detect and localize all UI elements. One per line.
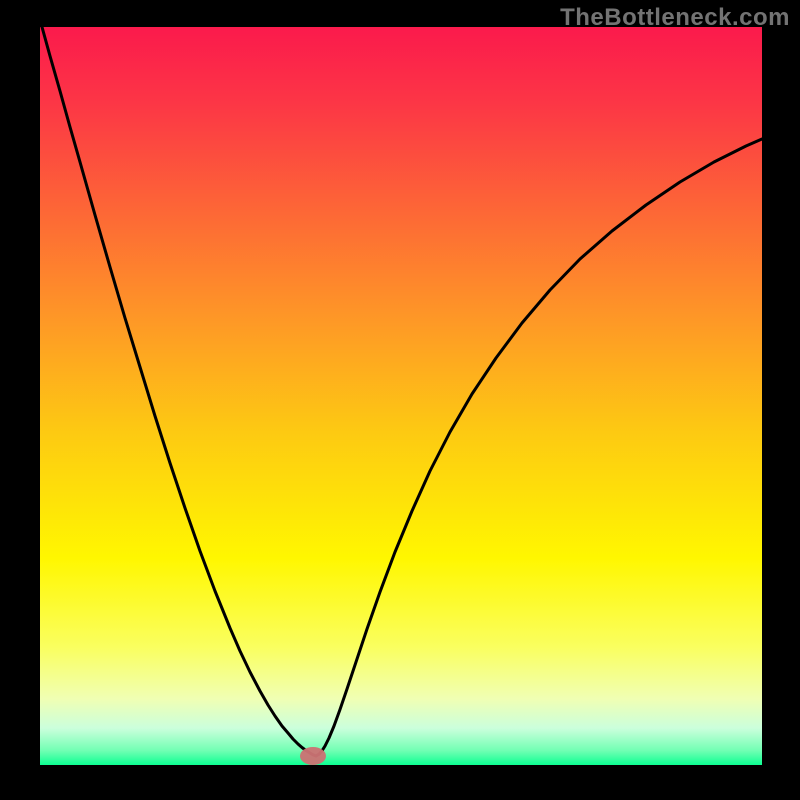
watermark-text: TheBottleneck.com	[560, 4, 790, 32]
plot-area	[40, 27, 762, 765]
chart-container: TheBottleneck.com	[0, 0, 800, 800]
bottleneck-curve	[42, 27, 762, 756]
curve-layer	[40, 27, 762, 765]
minimum-marker	[300, 747, 326, 765]
